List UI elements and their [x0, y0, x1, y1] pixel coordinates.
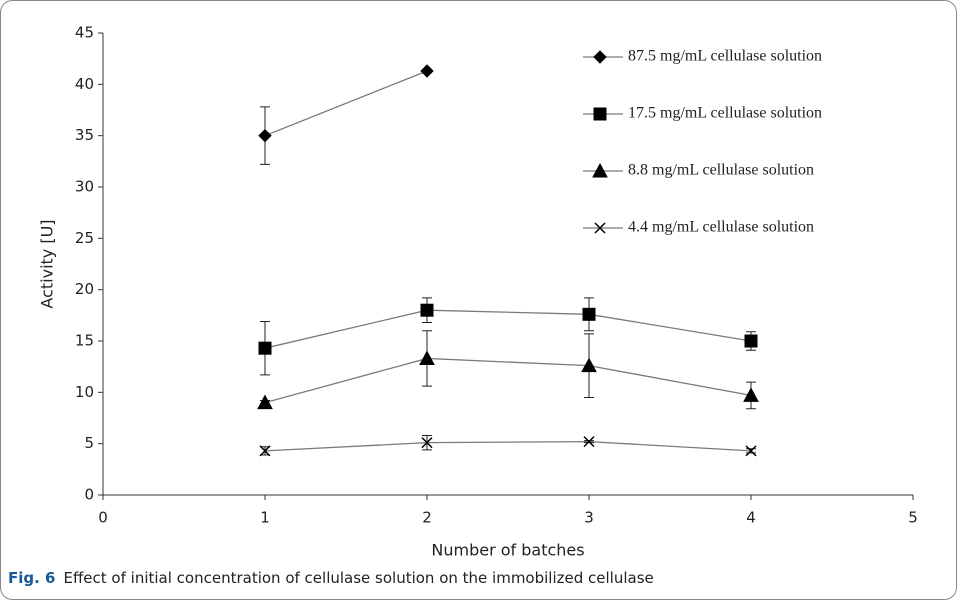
- x-tick-label: 4: [746, 509, 756, 527]
- legend-label: 4.4 mg/mL cellulase solution: [628, 219, 814, 236]
- marker: [419, 350, 435, 365]
- marker: [257, 394, 273, 410]
- series-line: [264, 357, 752, 404]
- x-tick-label: 0: [98, 509, 108, 527]
- legend-marker: [592, 162, 608, 178]
- marker: [743, 387, 759, 402]
- legend-label: 87.5 mg/mL cellulase solution: [628, 48, 822, 65]
- x-tick-label: 1: [260, 509, 270, 527]
- marker: [421, 437, 433, 449]
- marker: [420, 64, 434, 78]
- legend-label: 8.8 mg/mL cellulase solution: [628, 162, 814, 179]
- marker: [583, 436, 595, 448]
- x-tick-label: 2: [422, 509, 432, 527]
- y-tick-label: 10: [75, 383, 94, 401]
- marker: [744, 334, 758, 348]
- y-axis-title: Activity [U]: [38, 219, 57, 308]
- y-tick-label: 40: [75, 75, 94, 93]
- x-axis-title: Number of batches: [431, 541, 584, 560]
- caption-label: Fig. 6: [8, 569, 55, 587]
- marker: [420, 303, 434, 317]
- caption: Fig. 6 Effect of initial concentration of…: [8, 569, 654, 587]
- x-tick-label: 3: [584, 509, 594, 527]
- y-tick-label: 45: [75, 24, 94, 42]
- y-tick-label: 25: [75, 229, 94, 247]
- marker: [581, 357, 597, 373]
- y-tick-label: 30: [75, 178, 94, 196]
- marker: [258, 128, 272, 143]
- y-tick-label: 5: [84, 434, 94, 452]
- legend-marker: [593, 50, 607, 64]
- x-tick-label: 5: [908, 509, 918, 527]
- series-line: [264, 309, 752, 349]
- series-line: [264, 70, 428, 137]
- caption-text: Effect of initial concentration of cellu…: [63, 569, 653, 587]
- marker: [745, 445, 757, 457]
- marker: [582, 307, 596, 321]
- marker: [259, 445, 271, 457]
- y-tick-label: 15: [75, 332, 94, 350]
- marker: [258, 341, 272, 355]
- series-line: [264, 440, 752, 452]
- legend-label: 17.5 mg/mL cellulase solution: [628, 105, 822, 122]
- legend-marker: [593, 107, 607, 121]
- legend-marker: [594, 222, 606, 234]
- y-tick-label: 0: [84, 486, 94, 504]
- y-tick-label: 20: [75, 280, 94, 298]
- y-tick-label: 35: [75, 126, 94, 144]
